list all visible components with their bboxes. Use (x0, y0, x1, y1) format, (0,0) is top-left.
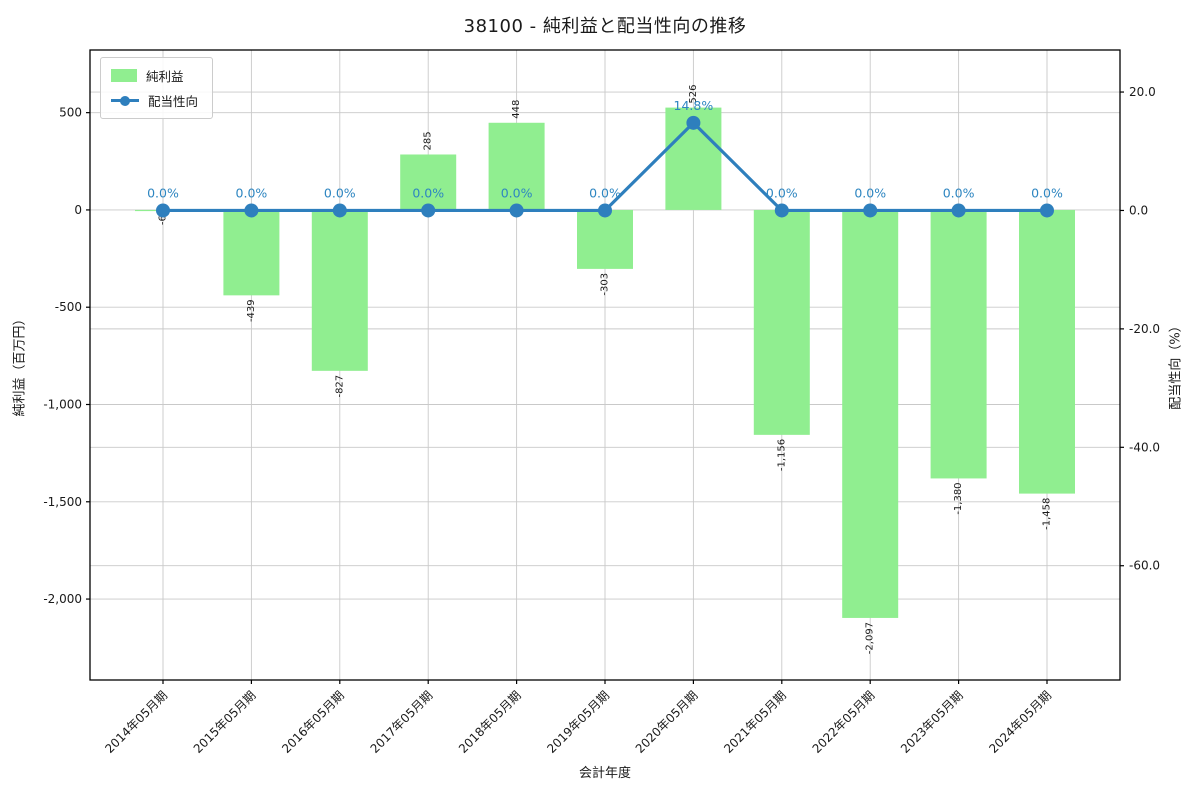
y-right-tick-label: 20.0 (1129, 85, 1156, 99)
bar-value-label: -1,380 (953, 482, 964, 514)
y-left-tick-label: -1,000 (43, 397, 82, 411)
payout-ratio-marker (598, 203, 612, 218)
x-tick-label: 2021年05月期 (721, 688, 789, 756)
net-income-bar (488, 122, 545, 210)
payout-line-swatch-icon (111, 94, 139, 107)
y-left-tick-label: -500 (55, 300, 82, 314)
payout-ratio-marker (509, 203, 524, 218)
x-tick-label: 2019年05月期 (544, 688, 612, 756)
payout-ratio-marker (244, 203, 259, 218)
net-income-bar (400, 154, 457, 210)
y-right-tick-label: -60.0 (1129, 559, 1160, 573)
payout-ratio-marker (774, 203, 789, 218)
x-tick-label: 2024年05月期 (986, 688, 1054, 756)
bar-value-label: -6 (158, 215, 169, 225)
payout-value-label: 0.0% (943, 185, 975, 200)
payout-value-label: 0.0% (147, 185, 179, 200)
x-tick-label: 2020年05月期 (633, 688, 701, 756)
x-tick-label: 2014年05月期 (102, 688, 170, 756)
y-right-tick-label: -20.0 (1129, 322, 1160, 336)
net-income-bar (311, 209, 368, 371)
y-axis-label-left: 純利益（百万円） (12, 312, 28, 417)
x-tick-label: 2022年05月期 (810, 688, 878, 756)
bar-value-label: 526 (688, 84, 699, 103)
bar-value-label: 285 (423, 131, 434, 150)
x-tick-label: 2023年05月期 (898, 688, 966, 756)
x-tick-label: 2017年05月期 (368, 688, 436, 756)
bar-value-label: -303 (600, 273, 611, 296)
payout-ratio-marker (421, 203, 436, 218)
payout-value-label: 0.0% (589, 185, 621, 200)
legend: 純利益 配当性向 (100, 57, 214, 119)
x-tick-label: 2015年05月期 (191, 688, 259, 756)
net-income-bar (1019, 209, 1075, 494)
payout-value-label: 0.0% (412, 185, 444, 200)
payout-value-label: 0.0% (1031, 185, 1063, 200)
y-right-tick-label: 0.0 (1129, 203, 1148, 217)
chart-title: 38100 - 純利益と配当性向の推移 (463, 16, 747, 37)
payout-ratio-marker (156, 203, 170, 218)
x-tick-label: 2016年05月期 (279, 688, 347, 756)
payout-value-label: 0.0% (324, 185, 356, 200)
x-tick-label: 2018年05月期 (456, 688, 524, 756)
legend-label-payout-ratio: 配当性向 (148, 94, 199, 109)
payout-value-label: 14.8% (674, 98, 714, 113)
payout-ratio-marker (332, 203, 347, 218)
bar-value-label: -439 (246, 299, 257, 322)
payout-ratio-marker (863, 203, 878, 218)
y-right-tick-label: -40.0 (1129, 440, 1160, 454)
payout-value-label: 0.0% (854, 185, 886, 200)
payout-ratio-marker (686, 115, 701, 130)
bar-value-label: -1,458 (1042, 498, 1053, 530)
legend-item-payout-ratio: 配当性向 (111, 91, 198, 110)
x-axis-label: 会計年度 (578, 766, 631, 781)
bar-value-label: -1,156 (776, 439, 787, 471)
bar-value-label: -2,097 (865, 622, 876, 654)
payout-ratio-marker (1040, 203, 1054, 218)
net-income-bar (930, 209, 987, 479)
y-axis-label-right: 配当性向（%） (1168, 319, 1184, 410)
y-left-tick-label: 500 (59, 106, 82, 120)
legend-label-net-income: 純利益 (146, 69, 184, 84)
net-income-swatch-icon (111, 69, 137, 82)
payout-value-label: 0.0% (236, 185, 268, 200)
payout-ratio-marker (951, 203, 966, 218)
y-left-tick-label: -1,500 (43, 495, 82, 509)
net-income-bar (842, 209, 899, 618)
y-left-tick-label: 0 (74, 203, 82, 217)
payout-value-label: 0.0% (766, 185, 798, 200)
net-income-bar (577, 209, 633, 269)
bar-value-label: 448 (511, 100, 522, 119)
y-left-tick-label: -2,000 (43, 592, 82, 606)
legend-item-net-income: 純利益 (111, 66, 198, 85)
bar-value-label: -827 (334, 375, 345, 398)
net-income-bar (753, 209, 810, 435)
payout-value-label: 0.0% (501, 185, 533, 200)
net-income-bar (223, 209, 280, 296)
